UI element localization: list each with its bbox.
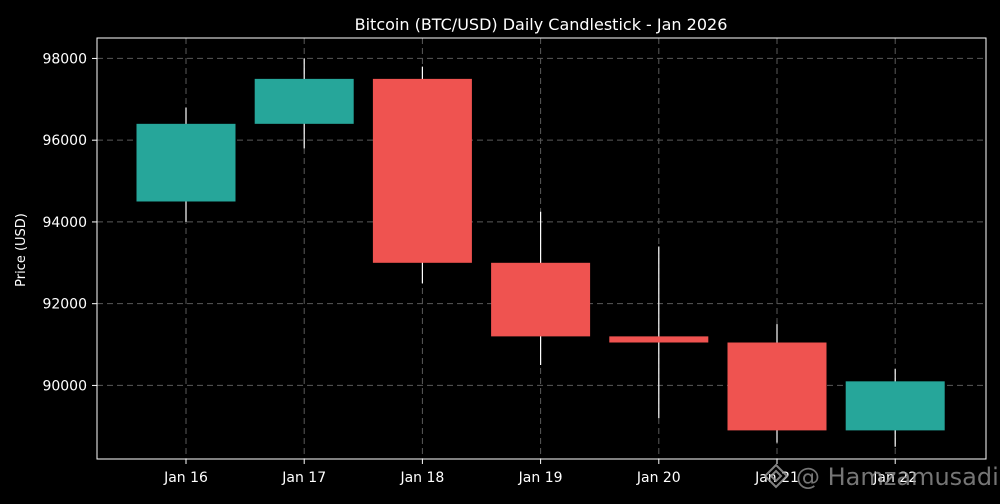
x-tick-label: Jan 18 [399,470,444,486]
y-tick-label: 98000 [42,51,87,67]
x-tick-label: Jan 19 [518,470,563,486]
binance-diamond-icon [763,463,789,489]
y-tick-label: 96000 [42,133,87,149]
candle [609,246,709,419]
candle [845,369,945,447]
x-tick-label: Jan 16 [163,470,208,486]
candle [727,324,827,443]
y-axis-label: Price (USD) [14,213,29,287]
candle-body-down [491,262,591,337]
y-tick-label: 90000 [42,378,87,394]
candle [372,66,472,284]
candle-body-up [136,123,236,202]
chart-title: Bitcoin (BTC/USD) Daily Candlestick - Ja… [355,15,728,34]
candle [254,58,354,149]
x-tick-label: Jan 20 [636,470,681,486]
x-tick-label: Jan 22 [872,470,917,486]
axis-ticks: 90000 92000 94000 96000 98000 Jan 16 Jan 17 Jan… [42,51,917,486]
y-tick-label: 94000 [42,215,87,231]
plot-frame [96,37,987,460]
candle-body-down [609,336,709,343]
x-tick-label: Jan 17 [281,470,326,486]
watermark-text: @ Hamzamusadi [796,463,999,491]
candle-body-down [727,342,827,431]
candle [491,211,591,365]
y-tick-label: 92000 [42,297,87,313]
candle-body-down [372,78,472,263]
x-tick-label: Jan 21 [754,470,799,486]
candle [136,107,236,222]
candles [136,58,945,447]
candle-body-up [254,78,354,124]
candle-body-up [845,381,945,431]
watermark: @ Hamzamusadi [763,463,999,491]
